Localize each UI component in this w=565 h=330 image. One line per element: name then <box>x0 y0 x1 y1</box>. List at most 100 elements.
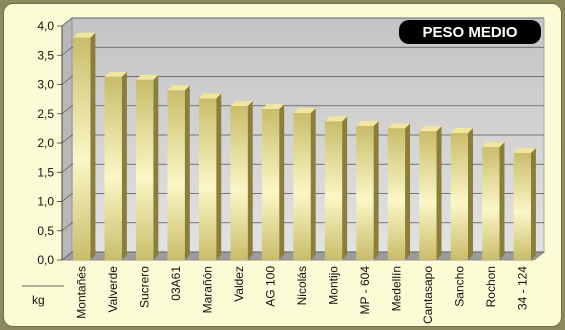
bar <box>387 123 411 260</box>
bar <box>104 71 127 261</box>
bar-top <box>482 142 505 148</box>
bar-front <box>387 128 406 260</box>
x-tick-label: AG 100 <box>264 266 278 307</box>
bar-front <box>230 106 248 261</box>
bar <box>73 32 96 261</box>
bar-front <box>73 37 91 261</box>
bar-front <box>419 131 437 260</box>
x-tick-label: MP - 604 <box>358 266 372 315</box>
gridline <box>61 46 544 56</box>
bar-top <box>513 147 536 153</box>
bar <box>261 104 285 260</box>
gridline <box>61 163 544 173</box>
y-tick-label: 3,0 <box>37 78 54 92</box>
bar-top <box>104 71 127 77</box>
bar <box>293 108 316 260</box>
gridline <box>61 134 544 144</box>
gridlines <box>61 17 544 261</box>
bar <box>198 93 222 260</box>
bar-top <box>136 74 159 80</box>
bar <box>324 116 348 260</box>
bar-side <box>499 142 505 260</box>
y-tick-label: 2,0 <box>37 136 54 150</box>
bar <box>513 147 536 260</box>
bar-side <box>279 104 285 260</box>
bar-front <box>450 133 468 260</box>
gridline <box>61 222 544 232</box>
bar <box>482 142 505 260</box>
gridline <box>61 17 544 27</box>
bar-side <box>184 85 190 260</box>
y-tick-label: 1,0 <box>37 195 54 209</box>
chart-title: PESO MEDIO <box>422 24 517 41</box>
bar-top <box>324 116 348 122</box>
title-box <box>399 20 541 44</box>
gridline <box>61 193 544 202</box>
bar-chart: 0,0 0,5 1,0 1,5 2,0 2,5 3,0 3,5 4,0 Montañés Valv… <box>22 17 546 324</box>
bar <box>450 128 473 260</box>
y-axis-ticks: 0,0 0,5 1,0 1,5 2,0 2,5 3,0 3,5 4,0 <box>37 19 63 267</box>
bar <box>356 121 379 260</box>
x-tick-label: 03A61 <box>169 266 183 301</box>
bar-side <box>530 147 536 260</box>
bar-top <box>230 101 253 107</box>
bar-top <box>167 85 190 91</box>
bar-side <box>342 116 348 260</box>
x-tick-label: Cantasapo <box>421 266 435 324</box>
bars <box>73 32 536 261</box>
bar-side <box>153 74 159 260</box>
x-tick-label: Valdez <box>232 266 246 302</box>
x-tick-label: Rochon <box>484 266 498 307</box>
x-tick-label: Montijo <box>326 266 340 305</box>
bar-front <box>324 121 343 260</box>
x-tick-label: Sancho <box>452 266 466 307</box>
bar-top <box>419 126 442 132</box>
y-tick-label: 0,0 <box>37 253 54 267</box>
x-tick-label: Nicolás <box>295 266 309 305</box>
y-tick-label: 0,5 <box>37 224 54 238</box>
chart-frame: 0,0 0,5 1,0 1,5 2,0 2,5 3,0 3,5 4,0 Montañés Valv… <box>3 3 562 327</box>
x-tick-label: Montañés <box>75 266 89 319</box>
bar-front <box>136 79 154 260</box>
bar-top <box>73 32 96 38</box>
bar-top <box>356 121 379 127</box>
gridline <box>61 251 544 261</box>
bar-front <box>104 76 122 261</box>
bar-front <box>198 98 217 260</box>
gridline <box>61 76 544 85</box>
y-tick-label: 1,5 <box>37 165 54 179</box>
bar-front <box>482 147 500 260</box>
bar-side <box>467 128 473 260</box>
bar <box>136 74 159 260</box>
bar-top <box>261 104 285 110</box>
bar-top <box>198 93 222 99</box>
bar <box>167 85 190 260</box>
x-axis-labels: Montañés Valverde Sucrero 03A61 Marañón Valde… <box>75 266 530 324</box>
y-tick-label: 2,5 <box>37 107 54 121</box>
bar-side <box>121 71 127 261</box>
bar-front <box>261 109 280 260</box>
x-tick-label: 34 - 124 <box>515 266 529 310</box>
bar-front <box>513 152 531 260</box>
gridline <box>61 105 544 115</box>
y-tick-label: 4,0 <box>37 19 54 33</box>
bar-front <box>167 90 185 260</box>
bar-side <box>247 101 253 261</box>
bar-side <box>436 126 442 260</box>
bar-side <box>373 121 379 260</box>
x-tick-label: Valverde <box>106 266 120 313</box>
bar-front <box>356 126 374 260</box>
bar-top <box>450 128 473 134</box>
bar-top <box>293 108 316 114</box>
bar-side <box>405 123 411 260</box>
bar <box>419 126 442 260</box>
bar-side <box>216 93 222 260</box>
bar-side <box>310 108 316 260</box>
y-tick-label: 3,5 <box>37 48 54 62</box>
bar <box>230 101 253 261</box>
x-tick-label: Sucrero <box>138 266 152 308</box>
bar-top <box>387 123 411 129</box>
x-tick-label: Medellín <box>389 266 403 311</box>
bar-front <box>293 113 311 260</box>
bar-side <box>90 32 96 261</box>
